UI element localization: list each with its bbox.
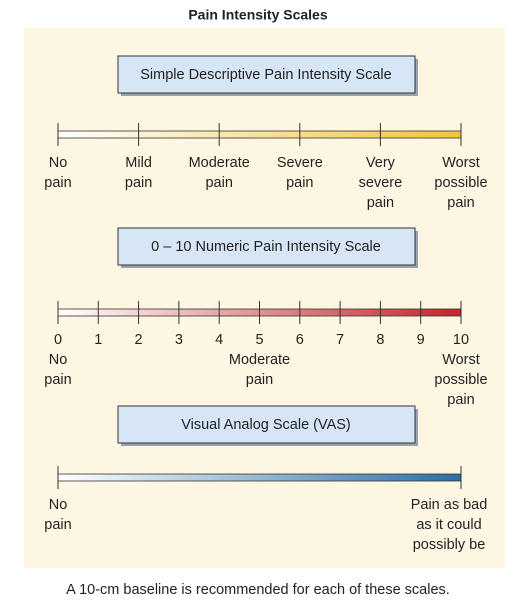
tick-number: 4 [215,332,223,348]
scale-label: pain [44,175,71,191]
scale-label: pain [44,517,71,533]
tick-number: 2 [135,332,143,348]
background-panel [24,28,505,568]
scale-label: pain [205,175,232,191]
scale-label: severe [359,175,403,191]
tick-number: 0 [54,332,62,348]
scale-label: Mild [125,155,152,171]
tick-number: 9 [417,332,425,348]
scale-bar [57,130,462,139]
scale-label: No [49,352,68,368]
scale-label: Moderate [229,352,290,368]
scale-label: as it could [416,517,481,533]
tick-number: 10 [453,332,469,348]
caption: A 10-cm baseline is recommended for each… [66,582,450,598]
scale-label: Very [366,155,396,171]
scale-label: pain [447,392,474,408]
scale-label: pain [367,195,394,211]
tick-number: 7 [336,332,344,348]
scale-label: pain [447,195,474,211]
scale-label: pain [286,175,313,191]
scale-title-box [117,55,416,94]
scale-label: Worst [442,352,480,368]
tick-number: 5 [255,332,263,348]
figure-title: Pain Intensity Scales [188,7,327,23]
scale-label: Pain as bad [411,497,488,513]
scale-title: Visual Analog Scale (VAS) [181,417,351,433]
scale-title: 0 – 10 Numeric Pain Intensity Scale [151,239,381,255]
tick-number: 6 [296,332,304,348]
scale-label: pain [246,372,273,388]
scale-label: possible [434,175,487,191]
scale-label: possible [434,372,487,388]
tick-number: 1 [94,332,102,348]
scale-label: pain [125,175,152,191]
scale-label: Worst [442,155,480,171]
scale-label: Moderate [189,155,250,171]
scale-label: possibly be [413,537,486,553]
scale-label: No [49,155,68,171]
scale-title-box [117,405,416,444]
scale-label: pain [44,372,71,388]
scale-bar [57,473,462,482]
tick-number: 3 [175,332,183,348]
tick-number: 8 [376,332,384,348]
scale-label: No [49,497,68,513]
scale-title-box [117,227,416,266]
scale-title: Simple Descriptive Pain Intensity Scale [140,67,391,83]
scale-label: Severe [277,155,323,171]
